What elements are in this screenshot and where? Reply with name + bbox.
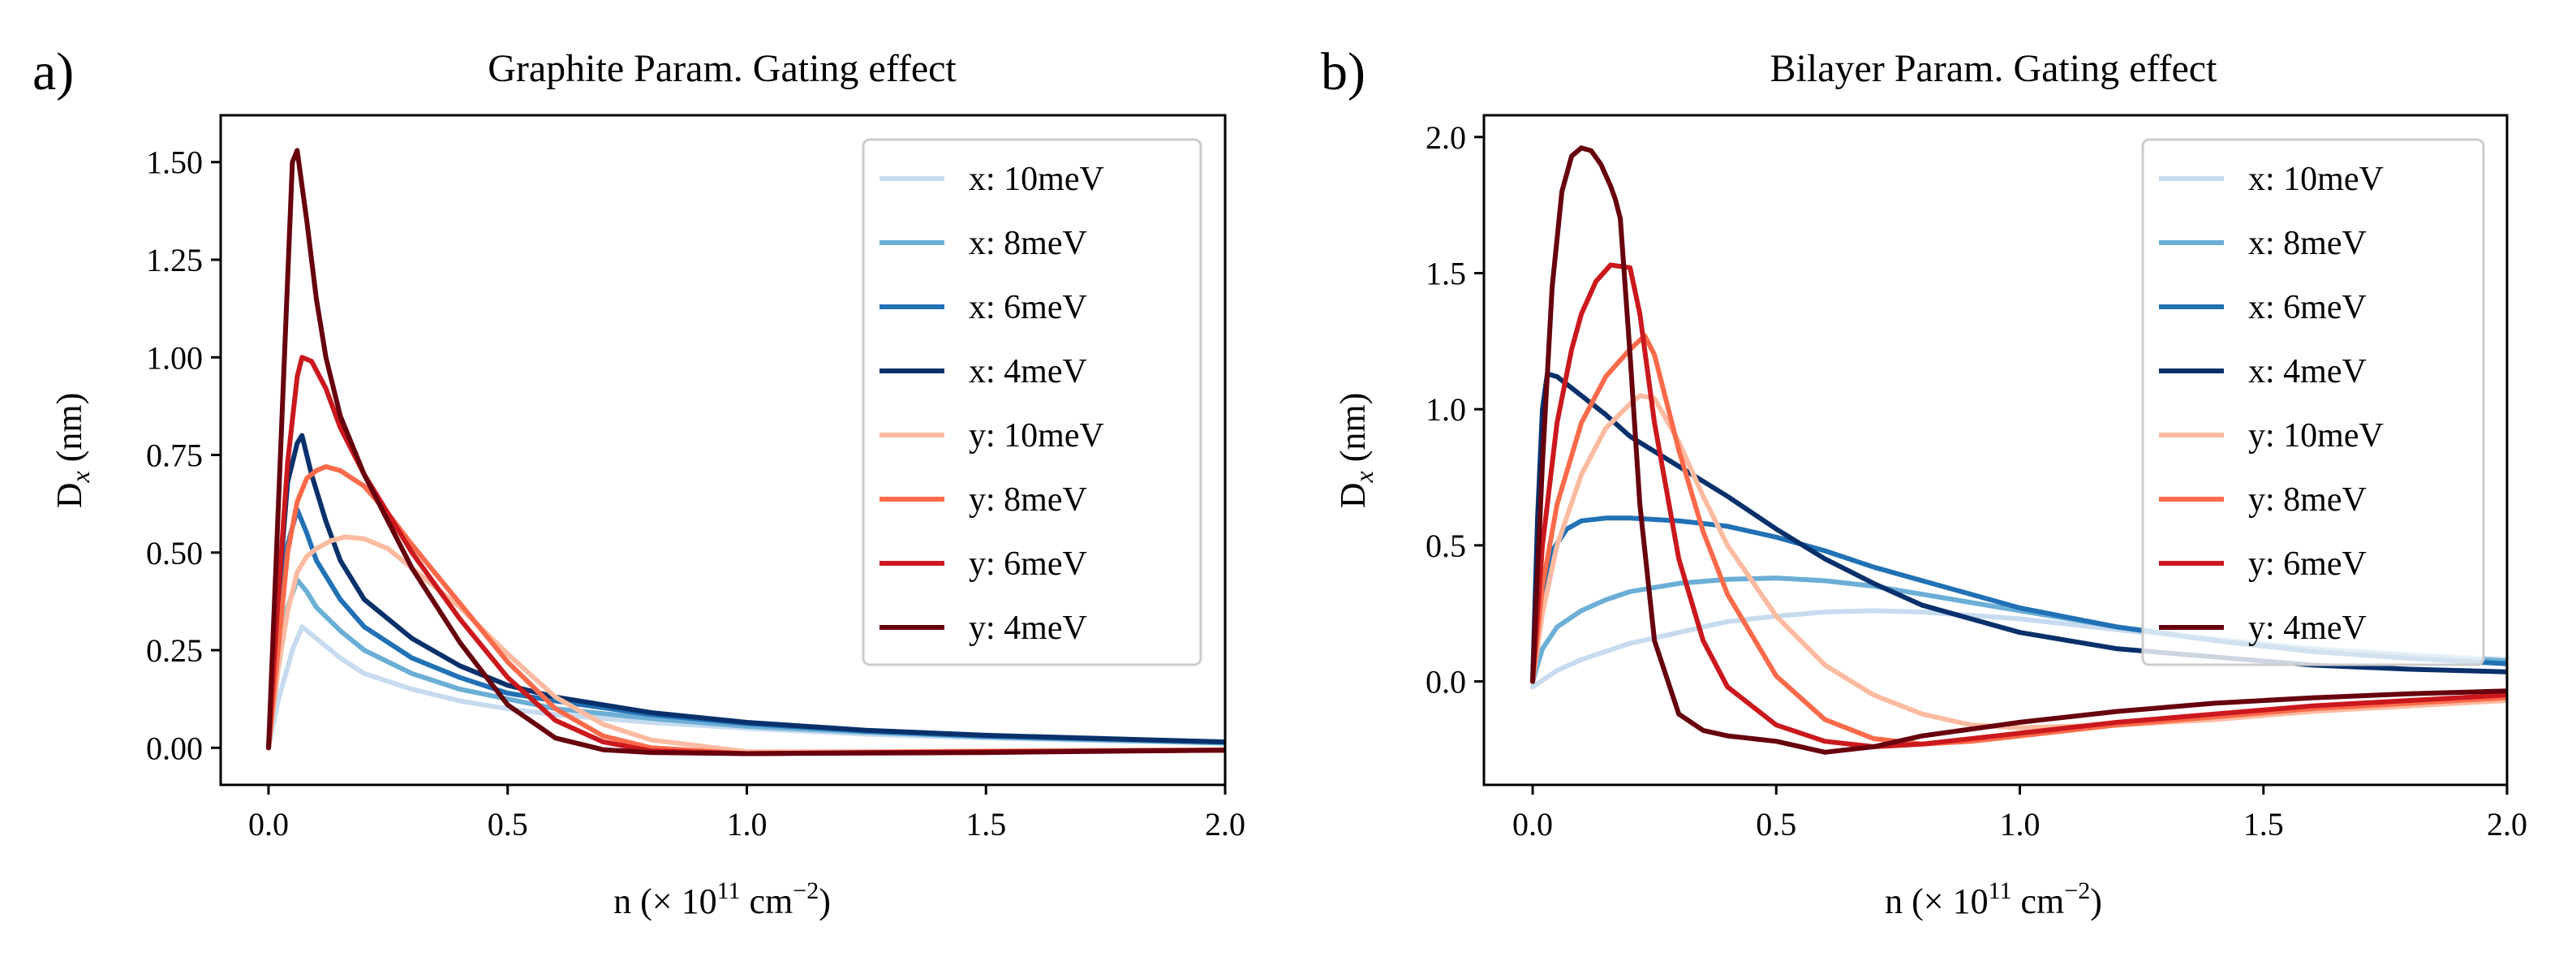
- axes-frame: [1482, 114, 2509, 787]
- series-layer: [266, 148, 1225, 756]
- x-axis-label: n (× 1011 cm−2): [1885, 877, 2102, 921]
- legend-label: x: 6meV: [2248, 289, 2367, 326]
- legend-label: x: 4meV: [2248, 353, 2367, 390]
- x-tick-label: 0.5: [1756, 806, 1796, 843]
- y-tick-label: 0.00: [146, 730, 203, 766]
- legend-label: y: 4meV: [2248, 610, 2367, 647]
- series-line-y-10mev: [266, 534, 1225, 755]
- tick-layer: 0.0 0.5 1.0 1.5 2.0 0.00 0.25 0.50 0.75 1.00 1.25 1…: [146, 144, 1245, 843]
- series-line-y-4mev: [1530, 145, 2507, 755]
- y-axis-label: Dx (nm): [49, 393, 95, 509]
- legend: x: 10meV x: 8meV x: 6meV x: 4meV y: 10meV y: …: [2141, 138, 2485, 666]
- x-tick-label: 0.0: [248, 806, 289, 843]
- y-tick-label: 0.50: [146, 535, 203, 571]
- y-tick-label: 1.50: [146, 144, 203, 181]
- x-tick-label: 0.0: [1512, 806, 1553, 843]
- legend-label: y: 10meV: [969, 417, 1104, 455]
- y-tick-label: 0.5: [1426, 528, 1466, 564]
- y-tick-label: 0.75: [146, 437, 203, 474]
- y-tick-label: 1.25: [146, 242, 203, 278]
- x-axis-label: n (× 1011 cm−2): [613, 877, 831, 921]
- legend-label: y: 8meV: [2248, 481, 2367, 519]
- x-tick-label: 1.0: [726, 806, 767, 843]
- legend: x: 10meV x: 8meV x: 6meV x: 4meV y: 10meV y: …: [862, 138, 1202, 666]
- chart-title: Bilayer Param. Gating effect: [1770, 47, 2218, 90]
- x-tick-label: 1.0: [2000, 806, 2041, 843]
- legend-label: x: 10meV: [969, 161, 1104, 198]
- chart-title: Graphite Param. Gating effect: [488, 47, 957, 90]
- x-tick-label: 2.0: [2487, 806, 2527, 843]
- tick-layer: 0.0 0.5 1.0 1.5 2.0 0.0 0.5 1.0 1.5 2.0: [1426, 119, 2527, 843]
- legend-label: y: 10meV: [2248, 417, 2384, 455]
- legend-label: x: 8meV: [2248, 225, 2367, 262]
- y-tick-label: 0.25: [146, 632, 203, 669]
- legend-box: [2141, 138, 2485, 666]
- legend-label: x: 8meV: [969, 225, 1087, 262]
- y-tick-label: 0.0: [1426, 664, 1466, 700]
- legend-label: y: 6meV: [969, 545, 1087, 583]
- legend-label: x: 4meV: [969, 353, 1087, 390]
- series-line-y-4mev: [266, 148, 1225, 756]
- y-axis-label: Dx (nm): [1333, 393, 1378, 509]
- y-tick-label: 1.5: [1426, 256, 1466, 292]
- legend-label: y: 6meV: [2248, 545, 2367, 583]
- y-tick-label: 2.0: [1426, 119, 1466, 156]
- series-line-y-6mev: [1530, 262, 2507, 749]
- y-tick-label: 1.0: [1426, 391, 1466, 428]
- panel-label: b): [1321, 42, 1365, 101]
- panel-b: b) Bilayer Param. Gating effect 0.0 0.5 1.…: [1321, 42, 2527, 921]
- legend-label: y: 8meV: [969, 481, 1087, 519]
- panel-a: a) Graphite Param. Gating effect 0.0 0.5 1…: [32, 42, 1245, 921]
- legend-label: x: 10meV: [2248, 161, 2384, 198]
- y-tick-label: 1.00: [146, 339, 203, 376]
- x-tick-label: 0.5: [488, 806, 528, 843]
- series-line-y-8mev: [1530, 333, 2507, 747]
- axes-frame: [219, 114, 1227, 787]
- x-tick-label: 1.5: [965, 806, 1006, 843]
- x-tick-label: 1.5: [2243, 806, 2284, 843]
- series-line-x-4mev: [266, 433, 1225, 751]
- panel-label: a): [32, 42, 74, 101]
- legend-label: x: 6meV: [969, 289, 1087, 326]
- legend-label: y: 4meV: [969, 610, 1087, 647]
- x-tick-label: 2.0: [1205, 806, 1245, 843]
- legend-box: [862, 138, 1202, 666]
